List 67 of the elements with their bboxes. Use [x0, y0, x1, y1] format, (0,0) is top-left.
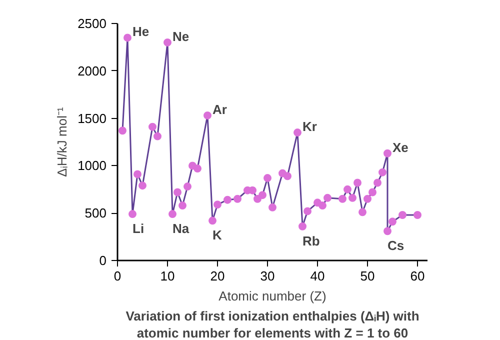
point: [384, 227, 392, 236]
x-tick-label: 60: [410, 268, 425, 284]
point: [388, 218, 396, 226]
y-tick-label: 1500: [78, 110, 106, 126]
point: [164, 38, 172, 46]
point: [134, 170, 142, 178]
y-tick-label: 500: [84, 206, 107, 221]
point: [264, 174, 272, 182]
point: [258, 191, 266, 200]
point: [214, 200, 222, 209]
annotation: Na: [172, 221, 190, 236]
point: [174, 188, 182, 196]
point: [414, 211, 422, 219]
point: [268, 203, 276, 212]
y-tick-label: 2500: [78, 16, 106, 31]
point: [118, 126, 126, 135]
point: [304, 207, 312, 216]
x-tick-label: 10: [160, 268, 175, 284]
annotation: Ar: [212, 102, 227, 117]
y-tick-label: 0: [99, 253, 107, 268]
point: [318, 202, 326, 210]
point: [124, 34, 132, 42]
x-tick-label: 50: [360, 268, 375, 284]
x-tick-label: 0: [114, 268, 122, 284]
annotation: K: [212, 228, 222, 243]
point: [224, 196, 232, 204]
point: [354, 178, 362, 187]
annotation: Xe: [392, 140, 408, 155]
annotation: Ne: [172, 28, 190, 44]
point: [384, 149, 392, 158]
x-tick-label: 30: [260, 268, 275, 284]
point: [234, 194, 242, 203]
point: [194, 164, 202, 173]
point: [154, 132, 162, 140]
point: [298, 222, 306, 230]
annotation: He: [132, 24, 150, 40]
point: [168, 210, 176, 218]
point: [398, 211, 406, 219]
x-tick-label: 20: [210, 268, 225, 284]
point: [138, 182, 146, 190]
point: [348, 194, 356, 202]
point: [364, 194, 372, 203]
annotation: Li: [132, 221, 144, 236]
point: [324, 194, 332, 202]
y-tick-label: 2000: [78, 63, 106, 78]
x-tick-label: 40: [310, 268, 325, 284]
annotation: Cs: [388, 238, 404, 254]
point: [378, 168, 386, 176]
point: [204, 111, 212, 120]
annotation: Rb: [302, 233, 320, 248]
x-axis-title: Atomic number (Z): [218, 288, 326, 304]
point: [374, 178, 382, 187]
point: [344, 185, 352, 194]
point: [294, 128, 302, 137]
point: [208, 216, 216, 225]
point: [284, 172, 292, 180]
annotation: Kr: [302, 119, 317, 134]
text: Variation of first ionization enthalpies (ΔᵢH) with atomic number for elements with Z = 1 to 60: [126, 308, 420, 340]
y-tick-label: 1000: [78, 158, 106, 174]
point: [338, 194, 346, 203]
point: [148, 122, 156, 131]
point: [358, 208, 366, 216]
point: [178, 202, 186, 210]
point: [128, 210, 136, 218]
point: [184, 182, 192, 191]
y-axis-title: ΔᵢH/kJ mol⁻¹: [54, 106, 70, 177]
point: [368, 188, 376, 196]
